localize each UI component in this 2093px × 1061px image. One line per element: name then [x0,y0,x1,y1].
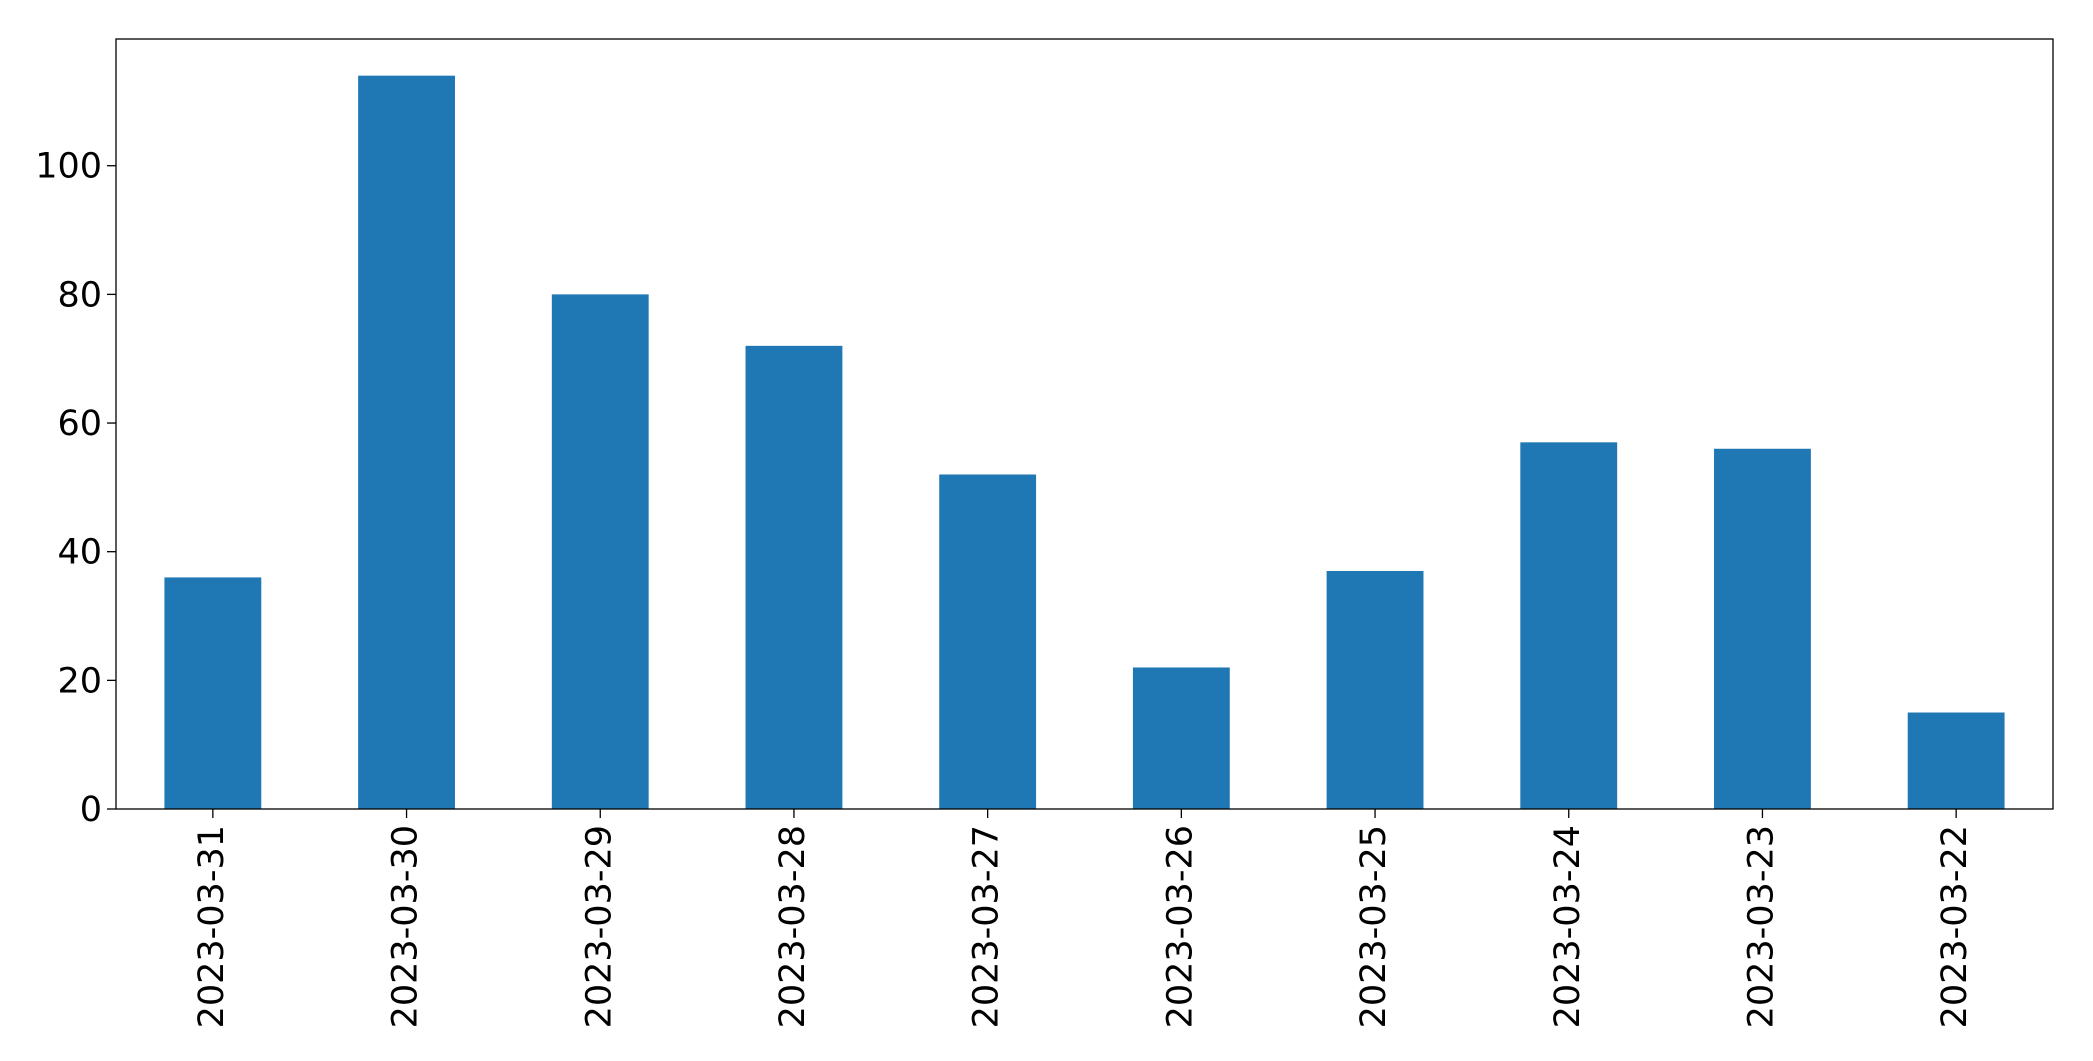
x-tick-label: 2023-03-23 [1741,825,1781,1028]
x-tick-label: 2023-03-25 [1354,825,1394,1028]
bar [745,345,843,809]
x-tick-label: 2023-03-31 [192,825,232,1028]
y-tick-label: 0 [80,790,102,830]
y-tick-label: 40 [57,533,102,573]
y-tick-label: 80 [57,275,102,315]
bar [551,294,649,809]
x-tick-label: 2023-03-24 [1548,825,1588,1028]
y-tick-label: 100 [35,147,102,187]
x-tick-label: 2023-03-28 [773,825,813,1028]
bar [939,474,1037,809]
x-tick-label: 2023-03-26 [1160,825,1200,1028]
x-tick-label: 2023-03-30 [386,825,426,1028]
plot-area: 0 20 40 60 80 100 2023-03-31 2023-03-30 2023-03-… [35,75,2005,1028]
bar [1907,712,2005,809]
y-tick-label: 20 [57,661,102,701]
x-tick-label: 2023-03-22 [1935,825,1975,1028]
bar [1714,448,1811,809]
x-tick-label: 2023-03-27 [967,825,1007,1028]
x-tick-label: 2023-03-29 [579,825,619,1028]
y-tick-label: 60 [57,404,102,444]
bar [358,75,455,809]
axes-frame [115,38,2054,810]
bar [164,577,262,809]
bar [1132,667,1230,809]
bar [1520,442,1618,809]
bar [1326,570,1424,809]
